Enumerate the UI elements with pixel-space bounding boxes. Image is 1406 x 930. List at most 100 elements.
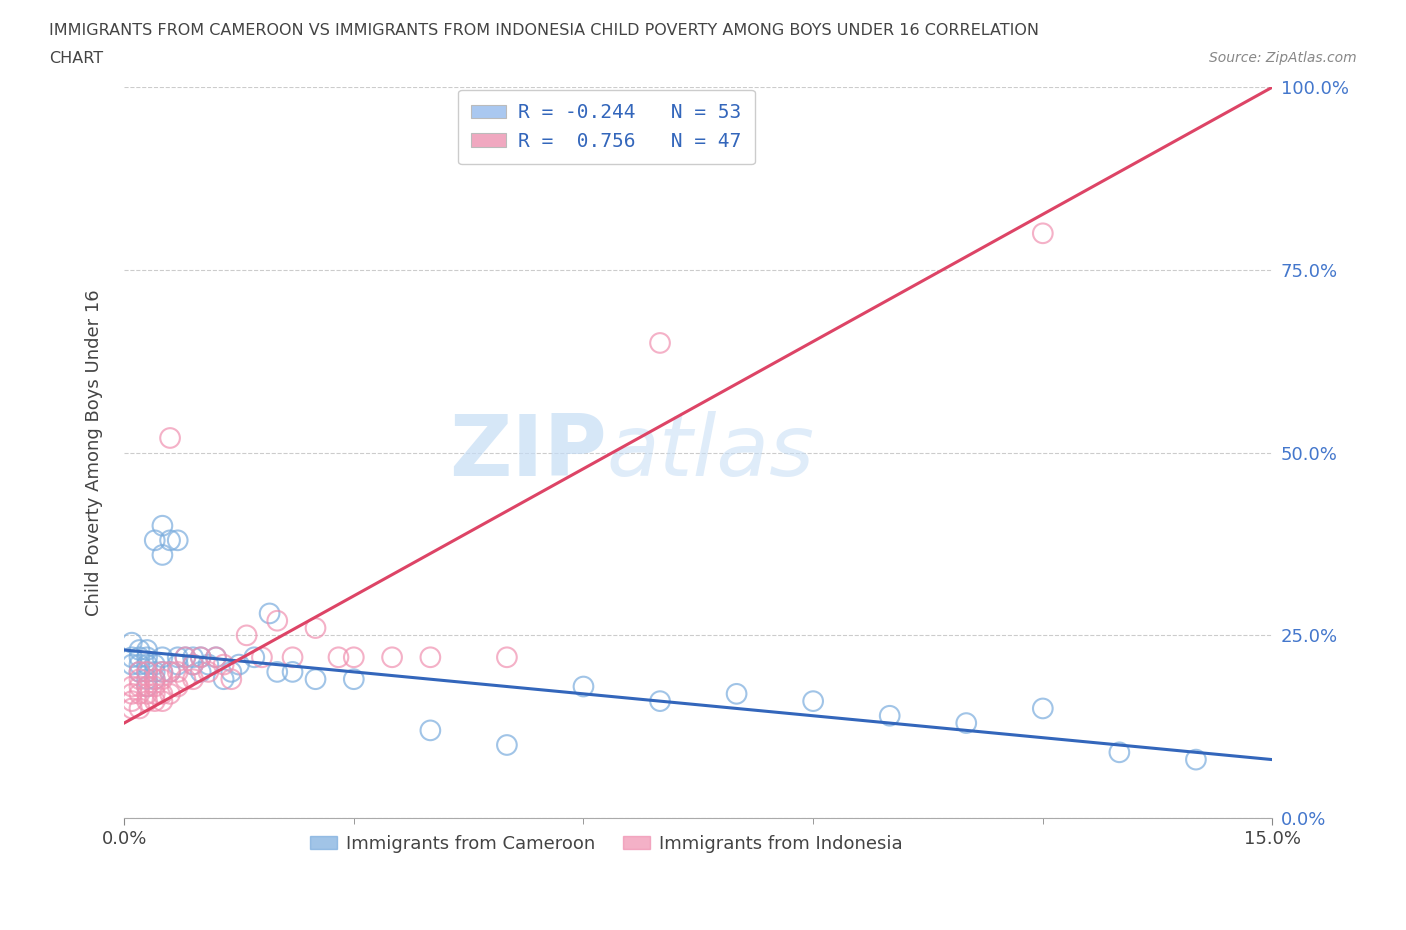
Point — [166, 658, 188, 672]
Point — [197, 658, 219, 672]
Point — [121, 650, 143, 665]
Point — [572, 679, 595, 694]
Point — [197, 664, 219, 679]
Point — [725, 686, 748, 701]
Point — [281, 650, 304, 665]
Point — [143, 671, 166, 686]
Point — [343, 671, 366, 686]
Point — [304, 671, 326, 686]
Point — [181, 650, 204, 665]
Point — [143, 679, 166, 694]
Point — [648, 694, 671, 709]
Point — [166, 650, 188, 665]
Point — [174, 650, 197, 665]
Point — [221, 664, 243, 679]
Point — [128, 658, 150, 672]
Point — [152, 686, 174, 701]
Point — [128, 664, 150, 679]
Point — [143, 533, 166, 548]
Point — [136, 658, 159, 672]
Point — [343, 650, 366, 665]
Point — [121, 635, 143, 650]
Point — [879, 709, 901, 724]
Point — [1032, 701, 1054, 716]
Point — [381, 650, 404, 665]
Point — [128, 679, 150, 694]
Point — [136, 679, 159, 694]
Point — [221, 671, 243, 686]
Point — [121, 658, 143, 672]
Text: ZIP: ZIP — [449, 411, 606, 494]
Point — [152, 518, 174, 533]
Point — [304, 620, 326, 635]
Point — [205, 650, 228, 665]
Point — [152, 664, 174, 679]
Point — [128, 664, 150, 679]
Point — [136, 650, 159, 665]
Text: Source: ZipAtlas.com: Source: ZipAtlas.com — [1209, 51, 1357, 65]
Point — [136, 679, 159, 694]
Point — [152, 650, 174, 665]
Point — [136, 643, 159, 658]
Point — [121, 679, 143, 694]
Point — [152, 664, 174, 679]
Point — [166, 533, 188, 548]
Point — [159, 533, 181, 548]
Point — [181, 658, 204, 672]
Point — [143, 694, 166, 709]
Point — [266, 613, 288, 628]
Point — [419, 650, 441, 665]
Point — [128, 671, 150, 686]
Point — [121, 701, 143, 716]
Point — [166, 664, 188, 679]
Point — [128, 643, 150, 658]
Point — [174, 671, 197, 686]
Point — [128, 686, 150, 701]
Point — [128, 701, 150, 716]
Point — [143, 686, 166, 701]
Point — [136, 686, 159, 701]
Y-axis label: Child Poverty Among Boys Under 16: Child Poverty Among Boys Under 16 — [86, 289, 103, 616]
Point — [174, 650, 197, 665]
Point — [496, 737, 519, 752]
Point — [250, 650, 273, 665]
Point — [648, 336, 671, 351]
Point — [1032, 226, 1054, 241]
Point — [190, 664, 212, 679]
Text: IMMIGRANTS FROM CAMEROON VS IMMIGRANTS FROM INDONESIA CHILD POVERTY AMONG BOYS U: IMMIGRANTS FROM CAMEROON VS IMMIGRANTS F… — [49, 23, 1039, 38]
Point — [152, 548, 174, 563]
Point — [152, 694, 174, 709]
Point — [281, 664, 304, 679]
Point — [212, 658, 235, 672]
Point — [136, 694, 159, 709]
Point — [259, 606, 281, 621]
Point — [266, 664, 288, 679]
Point — [128, 650, 150, 665]
Point — [143, 664, 166, 679]
Legend: Immigrants from Cameroon, Immigrants from Indonesia: Immigrants from Cameroon, Immigrants fro… — [304, 828, 910, 860]
Point — [166, 679, 188, 694]
Point — [181, 658, 204, 672]
Point — [152, 671, 174, 686]
Point — [159, 431, 181, 445]
Point — [243, 650, 266, 665]
Point — [235, 628, 257, 643]
Point — [328, 650, 350, 665]
Text: atlas: atlas — [606, 411, 814, 494]
Point — [801, 694, 824, 709]
Point — [136, 664, 159, 679]
Point — [121, 686, 143, 701]
Point — [1185, 752, 1208, 767]
Point — [159, 664, 181, 679]
Point — [159, 686, 181, 701]
Text: CHART: CHART — [49, 51, 103, 66]
Point — [181, 671, 204, 686]
Point — [159, 664, 181, 679]
Point — [190, 650, 212, 665]
Point — [419, 723, 441, 737]
Point — [121, 694, 143, 709]
Point — [212, 671, 235, 686]
Point — [228, 658, 250, 672]
Point — [955, 715, 977, 730]
Point — [496, 650, 519, 665]
